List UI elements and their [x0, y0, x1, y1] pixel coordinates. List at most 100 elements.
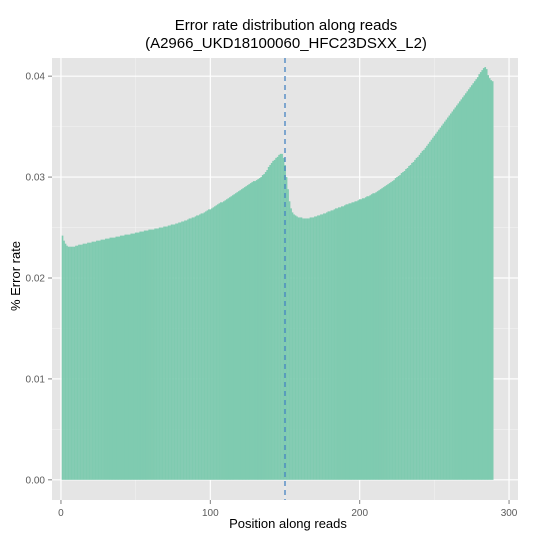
- bar: [417, 156, 419, 480]
- bar: [423, 149, 425, 480]
- bar: [336, 208, 339, 480]
- bar: [85, 243, 88, 480]
- bar: [329, 211, 331, 480]
- bar: [479, 72, 482, 480]
- bar: [163, 226, 165, 480]
- bar: [326, 212, 328, 480]
- bar: [121, 235, 124, 480]
- bar: [432, 137, 434, 480]
- bar: [335, 208, 337, 480]
- bar: [418, 154, 421, 480]
- bar: [381, 188, 383, 480]
- bar: [358, 199, 361, 480]
- bar: [490, 80, 493, 480]
- bar: [394, 178, 397, 480]
- bar: [275, 157, 277, 480]
- bar: [297, 217, 300, 480]
- bar: [366, 196, 369, 480]
- bar: [257, 179, 260, 480]
- bar: [134, 232, 137, 480]
- bar: [106, 238, 109, 480]
- bar: [176, 223, 179, 480]
- bar: [248, 184, 251, 480]
- bar: [151, 229, 153, 480]
- bar: [94, 241, 97, 480]
- bar: [281, 153, 283, 480]
- bar: [109, 237, 112, 480]
- bar: [460, 99, 463, 480]
- bar: [155, 228, 158, 480]
- bar: [426, 145, 428, 480]
- bar: [282, 157, 285, 480]
- bar: [330, 210, 333, 480]
- bar: [367, 196, 370, 480]
- bar: [387, 184, 389, 480]
- bar: [130, 233, 133, 480]
- y-tick-label: 0.01: [26, 374, 46, 385]
- bar: [72, 246, 74, 480]
- bar: [375, 192, 377, 480]
- x-tick-label: 0: [58, 508, 64, 519]
- bar: [354, 201, 357, 480]
- bar: [323, 213, 325, 480]
- bar: [143, 230, 146, 480]
- bar: [433, 135, 436, 480]
- bar: [459, 101, 461, 480]
- bar: [193, 217, 195, 480]
- bar: [385, 185, 388, 480]
- bar: [167, 225, 170, 480]
- bar: [88, 242, 91, 480]
- bar: [333, 209, 336, 480]
- bar: [306, 218, 309, 480]
- bar: [311, 217, 313, 480]
- bar: [179, 222, 182, 480]
- bar: [309, 217, 312, 480]
- bar: [476, 77, 479, 480]
- bar: [312, 217, 315, 480]
- bar: [76, 245, 79, 480]
- bar: [194, 216, 197, 480]
- bar: [485, 69, 488, 480]
- bar: [361, 198, 364, 480]
- bar: [308, 218, 310, 480]
- bar: [260, 177, 262, 480]
- bar: [287, 189, 289, 480]
- bar: [152, 229, 155, 480]
- bar: [214, 206, 216, 480]
- bar: [116, 236, 119, 480]
- axis-ticks: 0.00 0.01 0.02 0.03 0.04 0 100 200 300: [26, 72, 518, 519]
- bar: [454, 107, 457, 480]
- bar: [355, 201, 358, 480]
- bar: [112, 237, 115, 480]
- bar: [139, 231, 142, 480]
- bar: [128, 234, 131, 480]
- y-axis-label: % Error rate: [8, 241, 23, 311]
- bar: [237, 191, 240, 480]
- bar: [97, 240, 100, 480]
- bar: [405, 169, 407, 480]
- bar: [190, 218, 192, 480]
- bar: [211, 208, 213, 480]
- bar: [429, 141, 431, 480]
- bar: [84, 243, 86, 480]
- bar: [197, 215, 200, 480]
- bar: [288, 201, 291, 480]
- bar: [339, 207, 342, 480]
- bar: [406, 168, 409, 480]
- bar: [345, 204, 348, 480]
- bar: [448, 115, 451, 480]
- bar: [320, 214, 322, 480]
- bar: [230, 196, 233, 480]
- bar: [351, 202, 354, 480]
- x-tick-label: 100: [202, 508, 219, 519]
- bar: [341, 206, 343, 480]
- bar: [470, 85, 473, 480]
- bar: [314, 216, 316, 480]
- bar: [427, 143, 430, 480]
- bar: [397, 176, 400, 480]
- bar: [212, 207, 215, 480]
- bar: [227, 198, 230, 480]
- bar: [100, 239, 103, 480]
- bar: [272, 160, 274, 480]
- bar: [185, 220, 188, 480]
